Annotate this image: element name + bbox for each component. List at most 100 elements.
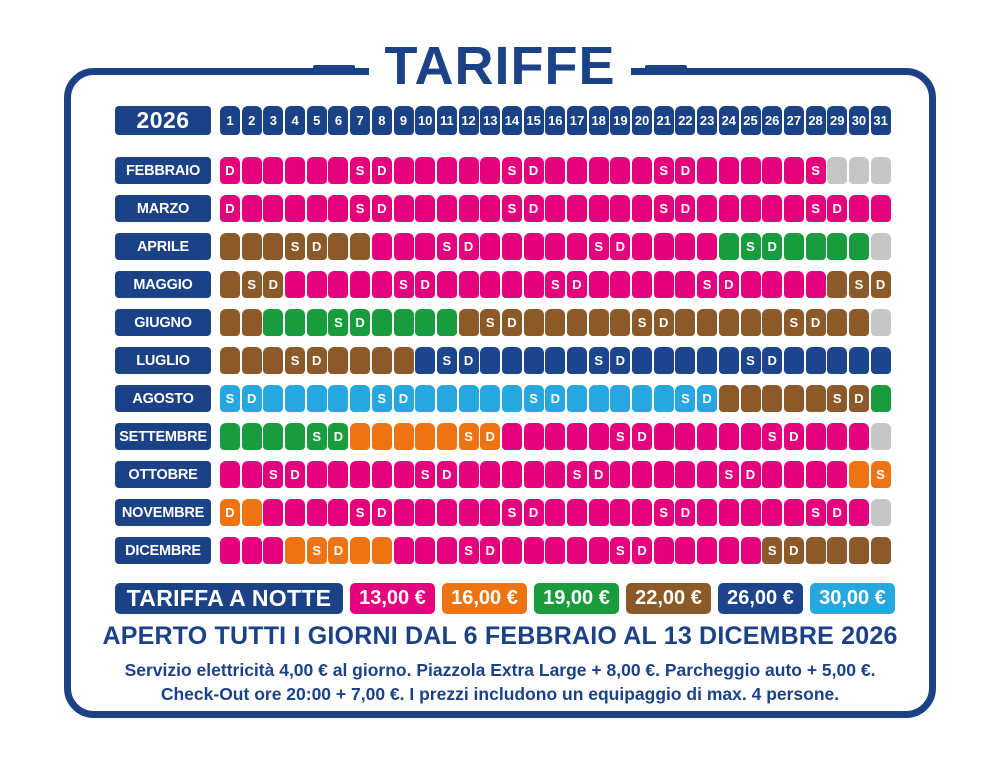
tariff-day-cell: [740, 537, 761, 564]
day-number-cell: 2: [241, 106, 262, 135]
tariff-day-cell: [653, 537, 674, 564]
tariff-day-cell: [718, 157, 739, 184]
tariff-day-cell: S: [501, 499, 522, 526]
tariff-day-cell: [220, 309, 240, 336]
tariff-day-cell: S: [220, 385, 240, 412]
tariff-day-cell: D: [523, 157, 544, 184]
tariff-day-cell: [848, 461, 869, 488]
tariff-day-cell: S: [393, 271, 414, 298]
tariff-day-cell: [827, 157, 848, 184]
tariff-day-cell: S: [567, 461, 587, 488]
tariff-day-cell: [653, 423, 674, 450]
month-label-settembre: SETTEMBRE: [115, 423, 211, 450]
tariff-day-cell: [675, 309, 696, 336]
tariff-day-cell: [350, 271, 371, 298]
tariff-day-cell: [436, 271, 457, 298]
tariff-day-cell: [783, 499, 804, 526]
tariff-day-cell: [393, 347, 414, 374]
tariff-day-cell: [545, 423, 566, 450]
tariff-day-cell: S: [458, 537, 479, 564]
tariff-day-cell: [220, 233, 240, 260]
tariff-day-cell: D: [415, 271, 436, 298]
tariff-day-cell: [588, 537, 609, 564]
tariff-day-cell: [480, 157, 501, 184]
legend-price-box: 19,00 €: [534, 583, 619, 614]
tariff-day-cell: [827, 271, 848, 298]
tariff-day-cell: [697, 233, 718, 260]
tariff-day-cell: [220, 537, 240, 564]
day-number-cell: 27: [783, 106, 804, 135]
tariff-day-cell: S: [371, 385, 392, 412]
legend-price-box: 26,00 €: [718, 583, 803, 614]
tariff-day-cell: D: [740, 461, 761, 488]
tariff-day-cell: [848, 309, 869, 336]
tariff-day-cell: [545, 537, 566, 564]
tariff-day-cell: [870, 499, 891, 526]
tariff-day-cell: [306, 499, 327, 526]
tariff-day-cell: D: [328, 537, 349, 564]
tariff-day-cell: D: [220, 157, 240, 184]
tariff-day-cell: [241, 157, 262, 184]
checkout-text: Check-Out ore 20:00 + 7,00 €. I prezzi i…: [160, 684, 840, 705]
tariff-day-cell: D: [523, 195, 544, 222]
tariff-day-cell: S: [805, 157, 826, 184]
tariff-day-cell: S: [458, 423, 479, 450]
day-number-cell: 1: [220, 106, 240, 135]
tariff-day-cell: [740, 423, 761, 450]
day-number-cell: 29: [827, 106, 848, 135]
tariff-day-cell: [350, 233, 371, 260]
tariff-day-cell: [870, 309, 891, 336]
tariff-day-cell: D: [220, 195, 240, 222]
tariff-day-cell: [350, 423, 371, 450]
tariff-day-cell: S: [762, 423, 783, 450]
tariff-day-cell: [480, 461, 501, 488]
tariff-day-cell: [697, 423, 718, 450]
tariff-day-cell: S: [306, 537, 327, 564]
day-number-cell: 23: [697, 106, 718, 135]
tariff-day-cell: [870, 423, 891, 450]
tariff-day-cell: [350, 347, 371, 374]
tariff-day-cell: [675, 461, 696, 488]
tariff-day-cell: D: [501, 309, 522, 336]
tariff-day-cell: [523, 423, 544, 450]
tariff-day-cell: [241, 461, 262, 488]
tariff-day-cell: S: [285, 347, 306, 374]
tariff-day-cell: [740, 195, 761, 222]
tariff-day-cell: [567, 347, 587, 374]
tariff-day-cell: D: [632, 537, 653, 564]
tariff-day-cell: [697, 309, 718, 336]
tariff-day-cell: [241, 347, 262, 374]
tariff-day-cell: S: [653, 157, 674, 184]
tariff-day-cell: S: [653, 195, 674, 222]
tariff-day-cell: [610, 385, 631, 412]
tariff-day-cell: [588, 195, 609, 222]
tariff-day-cell: [632, 461, 653, 488]
tariff-day-cell: [285, 309, 306, 336]
month-label-giugno: GIUGNO: [115, 309, 211, 336]
tariff-day-cell: [436, 537, 457, 564]
tariff-day-cell: [415, 309, 436, 336]
tariff-day-cell: [783, 347, 804, 374]
day-number-cell: 12: [458, 106, 479, 135]
tariff-day-cell: [848, 157, 869, 184]
month-row: GIUGNO S D S D S D S D: [115, 309, 891, 336]
tariff-day-cell: [263, 499, 284, 526]
legend-title: TARIFFA A NOTTE: [115, 583, 343, 614]
tariff-day-cell: [393, 309, 414, 336]
tariff-day-cell: S: [675, 385, 696, 412]
day-number-cell: 11: [436, 106, 457, 135]
tariff-day-cell: [567, 309, 587, 336]
tariff-day-cell: D: [610, 233, 631, 260]
month-row: SETTEMBRE S D S D S D S D: [115, 423, 891, 450]
tariff-day-cell: [675, 271, 696, 298]
tariff-day-cell: S: [545, 271, 566, 298]
tariff-day-cell: [415, 233, 436, 260]
day-number-cell: 18: [588, 106, 609, 135]
day-number-cell: 26: [762, 106, 783, 135]
tariff-day-cell: [567, 537, 587, 564]
day-number-cell: 16: [545, 106, 566, 135]
tariff-day-cell: [458, 157, 479, 184]
month-label-ottobre: OTTOBRE: [115, 461, 211, 488]
day-number-cell: 6: [328, 106, 349, 135]
